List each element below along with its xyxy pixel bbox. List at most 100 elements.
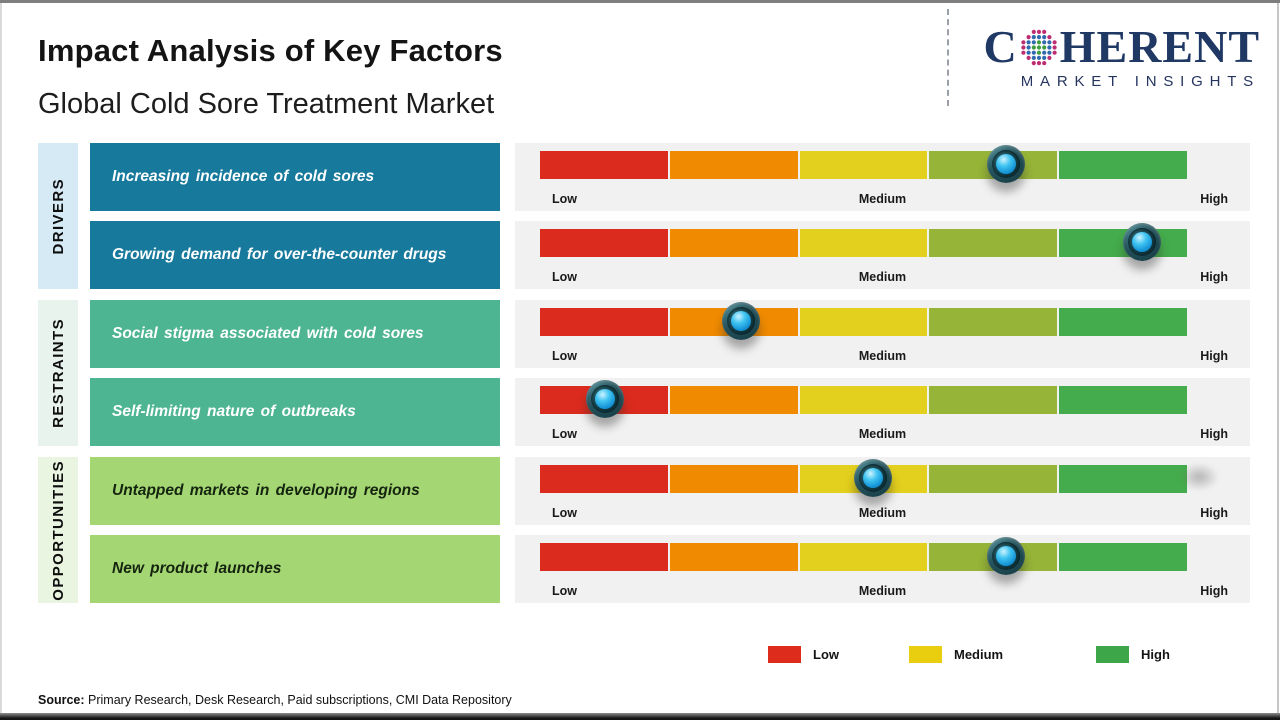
legend-label-high: High: [1141, 647, 1170, 662]
scale-segment-4: [929, 386, 1058, 414]
scale-label-medium: Medium: [858, 270, 907, 284]
logo-tagline: MARKET INSIGHTS: [1020, 73, 1260, 90]
impact-row: Growing demand for over-the-counter drug…: [90, 221, 1250, 289]
scale-label-high: High: [1200, 270, 1228, 284]
legend-item-low: Low: [768, 646, 839, 663]
scale-label-medium: Medium: [858, 349, 907, 363]
scale-segment-3: [799, 308, 928, 336]
logo-wordmark: C HERENT: [962, 24, 1260, 70]
factor-group-restraints: RESTRAINTS Social stigma associated with …: [38, 300, 1250, 446]
impact-marker: [585, 380, 624, 418]
impact-scale-panel: Low Medium High: [515, 378, 1250, 446]
impact-scale-bar: [540, 308, 1187, 336]
scale-label-medium: Medium: [858, 427, 907, 441]
impact-row: Social stigma associated with cold sores…: [90, 300, 1250, 368]
scale-segment-1: [540, 229, 668, 257]
scale-label-low: Low: [552, 584, 577, 598]
impact-scale-bar: [540, 386, 1187, 414]
impact-row: New product launches Low Medium High: [90, 535, 1250, 603]
scale-label-medium: Medium: [858, 506, 907, 520]
impact-scale-panel: Low Medium High: [515, 457, 1250, 525]
logo-divider-dashed-line: [947, 9, 949, 106]
legend-swatch-medium: [909, 646, 942, 663]
source-label: Source:: [38, 693, 85, 707]
impact-scale-panel: Low Medium High: [515, 300, 1250, 368]
factor-box: Self-limiting nature of outbreaks: [90, 378, 500, 446]
impact-marker: [1122, 223, 1161, 261]
scale-label-low: Low: [552, 349, 577, 363]
group-label-text: DRIVERS: [49, 177, 67, 255]
legend-item-high: High: [1096, 646, 1170, 663]
factor-label: Self-limiting nature of outbreaks: [112, 402, 356, 420]
impact-scale-bar: [540, 543, 1187, 571]
group-rows: Untapped markets in developing regions Lo…: [90, 457, 1250, 603]
shadow-artifact: [1179, 463, 1219, 491]
impact-scale-panel: Low Medium High: [515, 143, 1250, 211]
scale-label-low: Low: [552, 427, 577, 441]
right-border: [1277, 3, 1279, 713]
scale-label-low: Low: [552, 192, 577, 206]
scale-label-high: High: [1200, 584, 1228, 598]
scale-segment-5: [1059, 386, 1187, 414]
scale-segment-4: [929, 308, 1058, 336]
legend-swatch-high: [1096, 646, 1129, 663]
scale-label-low: Low: [552, 270, 577, 284]
factor-group-opportunities: OPPORTUNITIES Untapped markets in develop…: [38, 457, 1250, 603]
scale-segment-2: [669, 386, 798, 414]
scale-segment-1: [540, 465, 668, 493]
factor-box: Growing demand for over-the-counter drug…: [90, 221, 500, 289]
factor-label: Social stigma associated with cold sores: [112, 324, 424, 342]
factor-label: New product launches: [112, 559, 282, 577]
group-label-text: RESTRAINTS: [49, 318, 67, 428]
scale-label-high: High: [1200, 506, 1228, 520]
legend: Low Medium High: [0, 646, 1280, 668]
factor-box: New product launches: [90, 535, 500, 603]
dotted-globe-icon: [1021, 29, 1057, 66]
impact-marker: [854, 459, 893, 497]
left-border: [0, 3, 2, 713]
scale-segment-5: [1059, 543, 1187, 571]
impact-scale-panel: Low Medium High: [515, 535, 1250, 603]
scale-segment-5: [1059, 151, 1187, 179]
scale-label-medium: Medium: [858, 192, 907, 206]
scale-label-high: High: [1200, 192, 1228, 206]
factor-box: Social stigma associated with cold sores: [90, 300, 500, 368]
impact-scale-bar: [540, 229, 1187, 257]
coherent-market-insights-logo: C HERENT MARKET INSIGHTS: [962, 24, 1260, 91]
scale-segment-1: [540, 543, 668, 571]
impact-row: Increasing incidence of cold sores Low Med…: [90, 143, 1250, 211]
scale-segment-1: [540, 151, 668, 179]
factor-box: Untapped markets in developing regions: [90, 457, 500, 525]
factor-label: Growing demand for over-the-counter drug…: [112, 245, 447, 263]
scale-label-low: Low: [552, 506, 577, 520]
impact-scale-bar: [540, 465, 1187, 493]
impact-row: Self-limiting nature of outbreaks Low Medi…: [90, 378, 1250, 446]
group-label-text: OPPORTUNITIES: [49, 459, 67, 601]
scale-segment-2: [669, 543, 798, 571]
scale-segment-2: [669, 229, 798, 257]
legend-swatch-low: [768, 646, 801, 663]
group-rows: Increasing incidence of cold sores Low Med…: [90, 143, 1250, 289]
impact-scale-panel: Low Medium High: [515, 221, 1250, 289]
group-label-drivers: DRIVERS: [38, 143, 78, 289]
source-note: Source: Primary Research, Desk Research,…: [38, 693, 512, 707]
factor-group-drivers: DRIVERS Increasing incidence of cold sore…: [38, 143, 1250, 289]
impact-row: Untapped markets in developing regions Lo…: [90, 457, 1250, 525]
impact-scale-bar: [540, 151, 1187, 179]
scale-segment-1: [540, 308, 668, 336]
scale-segment-3: [799, 543, 928, 571]
scale-segment-2: [669, 465, 798, 493]
scale-segment-2: [669, 151, 798, 179]
group-rows: Social stigma associated with cold sores…: [90, 300, 1250, 446]
source-text: Primary Research, Desk Research, Paid su…: [84, 693, 512, 707]
scale-label-high: High: [1200, 427, 1228, 441]
group-label-opportunities: OPPORTUNITIES: [38, 457, 78, 603]
scale-segment-3: [799, 229, 928, 257]
impact-rows-container: DRIVERS Increasing incidence of cold sore…: [38, 143, 1250, 614]
scale-label-medium: Medium: [858, 584, 907, 598]
legend-item-medium: Medium: [909, 646, 1003, 663]
impact-marker: [986, 537, 1025, 575]
scale-label-high: High: [1200, 349, 1228, 363]
legend-label-medium: Medium: [954, 647, 1004, 662]
